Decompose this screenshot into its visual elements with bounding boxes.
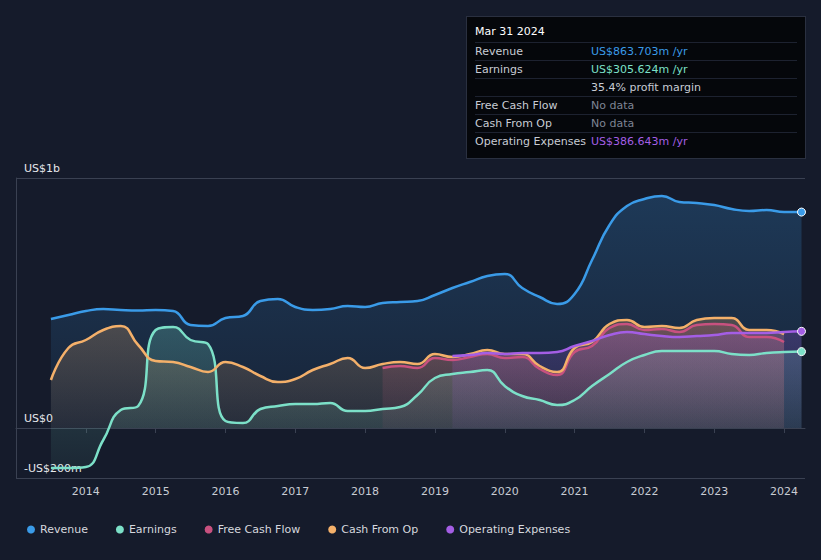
html-text:35.4% profit margin: 35.4% profit margin (591, 81, 701, 94)
svg-text:Operating Expenses: Operating Expenses (459, 523, 570, 536)
html-text:No data: No data (591, 99, 635, 112)
svg-text:2016: 2016 (211, 485, 239, 498)
svg-text:2017: 2017 (281, 485, 309, 498)
svg-text:Earnings: Earnings (129, 523, 177, 536)
html-text:US$863.703m /yr: US$863.703m /yr (591, 45, 688, 58)
html-text:Cash From Op: Cash From Op (475, 117, 552, 130)
svg-text:2021: 2021 (561, 485, 589, 498)
svg-text:US$1b: US$1b (24, 162, 60, 175)
html-text:US$305.624m /yr: US$305.624m /yr (591, 63, 688, 76)
svg-text:2018: 2018 (351, 485, 379, 498)
svg-text:2024: 2024 (770, 485, 798, 498)
svg-text:Revenue: Revenue (40, 523, 88, 536)
html-text:Operating Expenses: Operating Expenses (475, 135, 586, 148)
svg-text:2022: 2022 (630, 485, 658, 498)
html-text:Revenue: Revenue (475, 45, 523, 58)
svg-text:2019: 2019 (421, 485, 449, 498)
html-text:No data: No data (591, 117, 635, 130)
svg-text:Free Cash Flow: Free Cash Flow (218, 523, 301, 536)
svg-text:US$0: US$0 (24, 412, 53, 425)
svg-text:Cash From Op: Cash From Op (341, 523, 418, 536)
html-text:Free Cash Flow: Free Cash Flow (475, 99, 558, 112)
svg-text:2020: 2020 (491, 485, 519, 498)
html-text:Mar 31 2024: Mar 31 2024 (475, 25, 545, 38)
html-text:US$386.643m /yr: US$386.643m /yr (591, 135, 688, 148)
html-text:Earnings: Earnings (475, 63, 523, 76)
svg-text:2015: 2015 (142, 485, 170, 498)
svg-text:2023: 2023 (700, 485, 728, 498)
svg-text:2014: 2014 (72, 485, 100, 498)
